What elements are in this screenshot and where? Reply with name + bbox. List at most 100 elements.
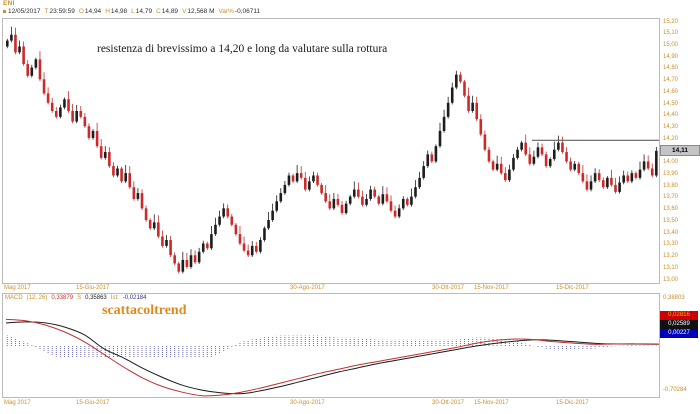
candle-body	[385, 194, 389, 202]
price-axis-label: 13,50	[663, 217, 679, 224]
date-tick-label: 15-Dic-2017	[556, 400, 589, 406]
candle-body	[414, 187, 417, 197]
candle-body	[263, 228, 266, 241]
candle-body	[230, 216, 234, 225]
candle-body	[495, 163, 499, 170]
candle-body	[234, 224, 238, 235]
candle-body	[267, 220, 270, 229]
candle-body	[83, 116, 87, 127]
candle-body	[189, 255, 193, 267]
candle-body	[59, 107, 62, 117]
candle-body	[446, 102, 450, 117]
candle-body	[177, 263, 181, 272]
candle-body	[401, 198, 405, 209]
chart-annotation-text[interactable]: resistenza di brevissimo a 14,20 e long …	[97, 43, 388, 55]
candle-body	[120, 168, 123, 182]
candle-body	[357, 189, 360, 197]
candle-body	[87, 126, 91, 138]
price-axis-label: 14,30	[663, 124, 679, 131]
candle-body	[303, 177, 307, 190]
price-candlestick-chart[interactable]	[3, 19, 659, 283]
candle-body	[524, 142, 528, 155]
candle-body	[528, 154, 532, 164]
candle-body	[144, 208, 148, 221]
open-field: O14,94	[78, 7, 102, 15]
candle-body	[38, 59, 42, 80]
candle-body	[140, 193, 144, 209]
candle-body	[181, 259, 185, 272]
price-axis-label: 14,60	[663, 88, 679, 95]
candle-body	[169, 240, 172, 256]
candle-body	[259, 240, 262, 252]
candle-body	[467, 95, 470, 111]
candle-body	[593, 173, 597, 182]
date-tick-label: 15-Nov-2017	[474, 284, 509, 291]
candle-body	[291, 175, 295, 182]
candle-body	[455, 74, 458, 88]
candle-body	[206, 243, 209, 249]
candle-body	[561, 142, 564, 153]
candle-body	[557, 142, 560, 150]
candle-body	[483, 134, 487, 150]
date-tick-label: 30-Ago-2017	[290, 400, 325, 406]
candle-body	[324, 193, 327, 202]
signal-value: 0,35863	[85, 294, 107, 301]
candle-body	[10, 34, 13, 41]
candle-body	[573, 163, 576, 170]
candle-body	[242, 243, 246, 251]
candle-body	[30, 67, 34, 76]
candle-body	[22, 46, 25, 65]
date-tick-label: 15-Giu-2017	[76, 284, 110, 291]
price-axis-label: 13,30	[663, 241, 679, 248]
candle-body	[618, 182, 621, 192]
candle-body	[42, 79, 46, 94]
candle-body	[471, 102, 474, 111]
candle-body	[91, 130, 95, 138]
candle-body	[287, 175, 291, 185]
time-field: T23:59:59	[44, 7, 75, 15]
calendar-icon	[3, 9, 6, 13]
candle-body	[589, 181, 593, 190]
candle-body	[255, 245, 258, 252]
candle-body	[393, 210, 397, 217]
candle-body	[597, 173, 601, 181]
candle-body	[389, 201, 393, 211]
candle-body	[548, 159, 552, 167]
candle-body	[348, 196, 352, 204]
candle-body	[606, 177, 609, 188]
candle-body	[250, 245, 254, 256]
hist-badge: 0,00227	[660, 329, 698, 338]
macd-label: MACD	[5, 294, 23, 301]
candle-body	[634, 173, 638, 178]
candle-body	[577, 163, 581, 174]
macd-chart[interactable]	[3, 294, 659, 397]
hist-value: -0,02184	[122, 294, 147, 301]
candle-body	[238, 234, 242, 244]
candle-body	[373, 189, 376, 197]
candle-body	[569, 161, 572, 170]
candle-body	[397, 208, 401, 217]
candle-body	[193, 255, 197, 263]
candle-body	[14, 34, 17, 53]
price-chart-panel	[2, 18, 660, 284]
candle-body	[581, 173, 585, 182]
candle-body	[79, 110, 83, 117]
price-axis-label: 13,70	[663, 194, 679, 201]
date-tick-label: 15-Giu-2017	[76, 400, 110, 406]
candle-body	[622, 175, 625, 183]
candle-body	[614, 184, 617, 192]
candle-body	[173, 255, 176, 264]
date-tick-label: 15-Nov-2017	[474, 400, 509, 406]
signal-label: S	[77, 294, 82, 301]
candle-body	[210, 234, 213, 249]
price-axis-label: 14,00	[663, 159, 679, 166]
var-field: Var%-0,06711	[218, 7, 261, 15]
candle-body	[491, 161, 495, 170]
candle-body	[116, 168, 119, 176]
candle-body	[369, 189, 372, 199]
low-field: L14,79	[131, 7, 153, 15]
price-axis-label: 14,80	[663, 65, 679, 72]
macd-axis-max: 0,38803	[663, 295, 685, 301]
macd-panel	[2, 293, 660, 398]
high-field: H14,98	[105, 7, 128, 15]
